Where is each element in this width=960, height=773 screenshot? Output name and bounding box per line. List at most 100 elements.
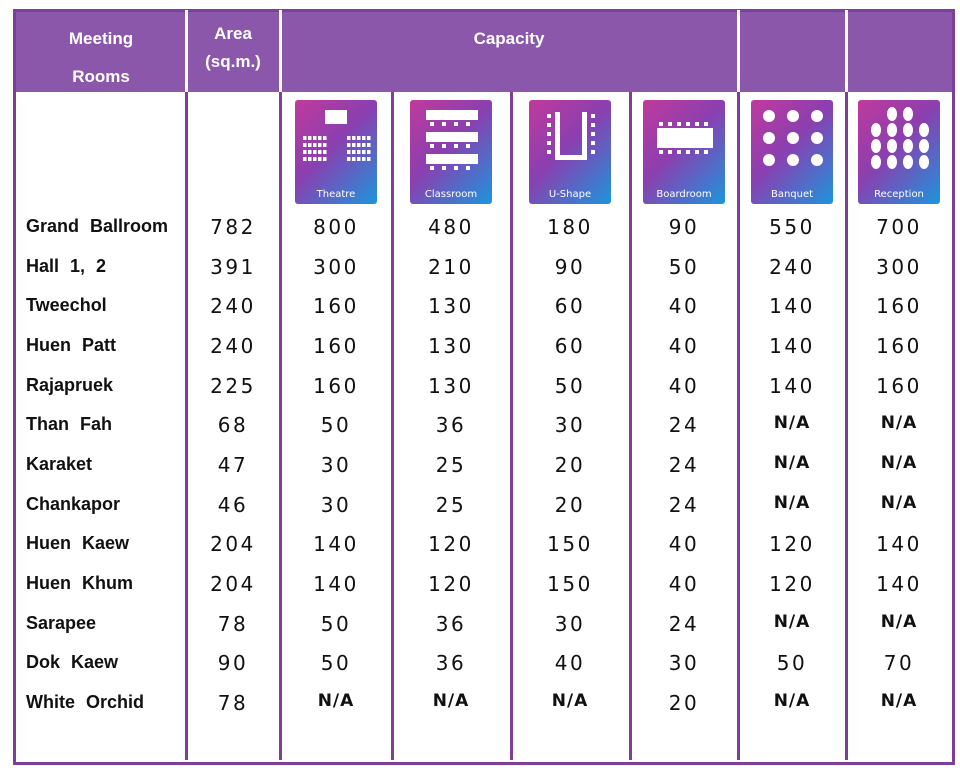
cell-value: 140 — [876, 532, 922, 557]
cell-value: 25 — [435, 492, 467, 517]
cell-value: 24 — [668, 413, 700, 438]
cell-value: 30 — [554, 413, 586, 438]
cell-value: 50 — [554, 373, 586, 398]
cell-value: 240 — [769, 254, 815, 279]
cell-value: 150 — [547, 532, 593, 557]
cell-value: 782 — [210, 215, 256, 239]
cell-value: 240 — [210, 334, 256, 358]
room-name: White Orchid — [26, 692, 144, 713]
cell-value: 225 — [210, 373, 256, 398]
layout-icon: Boardroom — [643, 100, 725, 204]
cell-value: 140 — [313, 572, 359, 597]
cell-value: 204 — [210, 532, 256, 557]
header-band — [14, 10, 954, 92]
column-divider — [391, 92, 394, 760]
cell-value: 160 — [876, 373, 922, 398]
header-line: Meeting — [68, 29, 134, 48]
cell-value: 40 — [668, 373, 700, 398]
header-line: Rooms — [72, 67, 130, 86]
layout-icon: Reception — [858, 100, 940, 204]
cell-value: 36 — [435, 413, 467, 438]
layout-glyph — [657, 122, 713, 154]
layout-glyph — [763, 110, 823, 166]
cell-value: 70 — [883, 651, 915, 676]
header-line: (sq.m.) — [205, 52, 261, 71]
cell-value: 24 — [668, 611, 700, 636]
cell-value: 180 — [547, 215, 593, 239]
room-name: Huen Kaew — [26, 533, 130, 554]
cell-value: 480 — [428, 215, 474, 239]
cell-value: 160 — [876, 334, 922, 358]
cell-value: 78 — [217, 691, 249, 716]
cell-value: 40 — [668, 294, 700, 319]
cell-value: 50 — [320, 611, 352, 636]
room-name: Dok Kaew — [26, 652, 119, 673]
room-name: Than Fah — [26, 414, 112, 435]
layout-glyph — [547, 112, 595, 160]
table-border — [13, 9, 955, 765]
cell-value: 40 — [554, 651, 586, 676]
cell-value: 140 — [876, 572, 922, 597]
cell-value: 120 — [428, 532, 474, 557]
cell-value: 550 — [769, 215, 815, 239]
cell-value: 68 — [217, 413, 249, 438]
cell-value: 120 — [769, 572, 815, 597]
cell-value: 210 — [428, 254, 474, 279]
cell-value: 50 — [668, 254, 700, 279]
room-name: Hall 1, 2 — [26, 255, 107, 276]
cell-value: 90 — [668, 215, 700, 239]
cell-value: 160 — [876, 294, 922, 319]
cell-value: 30 — [668, 651, 700, 676]
cell-value: 140 — [769, 334, 815, 358]
cell-value: 140 — [769, 373, 815, 398]
cell-value: 20 — [668, 691, 700, 716]
layout-label: U-Shape — [548, 189, 592, 200]
cell-value: 20 — [554, 492, 586, 517]
cell-value: 130 — [428, 294, 474, 319]
cell-value: 160 — [313, 334, 359, 358]
cell-value: 160 — [313, 373, 359, 398]
cell-value: 36 — [435, 651, 467, 676]
cell-value: 47 — [217, 453, 249, 478]
layout-icon: Theatre — [295, 100, 377, 204]
cell-value: 60 — [554, 294, 586, 319]
layout-label: Theatre — [316, 189, 356, 200]
room-name: Huen Patt — [26, 335, 117, 355]
cell-value: N/A — [880, 453, 918, 474]
layout-label: Banquet — [770, 189, 814, 200]
cell-value: 78 — [217, 611, 249, 636]
column-divider — [510, 92, 513, 760]
cell-value: 391 — [210, 254, 256, 279]
cell-value: N/A — [880, 691, 918, 712]
cell-value: 240 — [210, 294, 256, 319]
column-divider — [185, 92, 188, 760]
cell-value: 50 — [320, 651, 352, 676]
layout-label: Boardroom — [656, 189, 712, 200]
cell-value: 120 — [769, 532, 815, 557]
cell-value: 30 — [320, 492, 352, 517]
cell-value: N/A — [773, 691, 811, 712]
cell-value: 30 — [554, 611, 586, 636]
room-name: Sarapee — [26, 612, 97, 633]
layout-glyph — [871, 107, 929, 169]
layout-glyph — [303, 110, 371, 161]
column-divider — [845, 92, 848, 760]
cell-value: 800 — [313, 215, 359, 239]
layout-icon: Banquet — [751, 100, 833, 204]
room-name: Chankapor — [26, 493, 121, 514]
header-capacity: Capacity — [473, 29, 545, 48]
cell-value: 50 — [320, 413, 352, 438]
cell-value: 25 — [435, 453, 467, 478]
cell-value: N/A — [551, 691, 589, 712]
cell-value: 30 — [320, 453, 352, 478]
cell-value: 700 — [876, 215, 922, 239]
room-name: Huen Khum — [26, 573, 133, 594]
cell-value: N/A — [317, 691, 355, 712]
cell-value: 36 — [435, 611, 467, 636]
cell-value: 40 — [668, 532, 700, 557]
cell-value: 300 — [313, 254, 359, 279]
cell-value: N/A — [880, 413, 918, 434]
cell-value: 204 — [210, 572, 256, 597]
column-divider — [629, 92, 632, 760]
